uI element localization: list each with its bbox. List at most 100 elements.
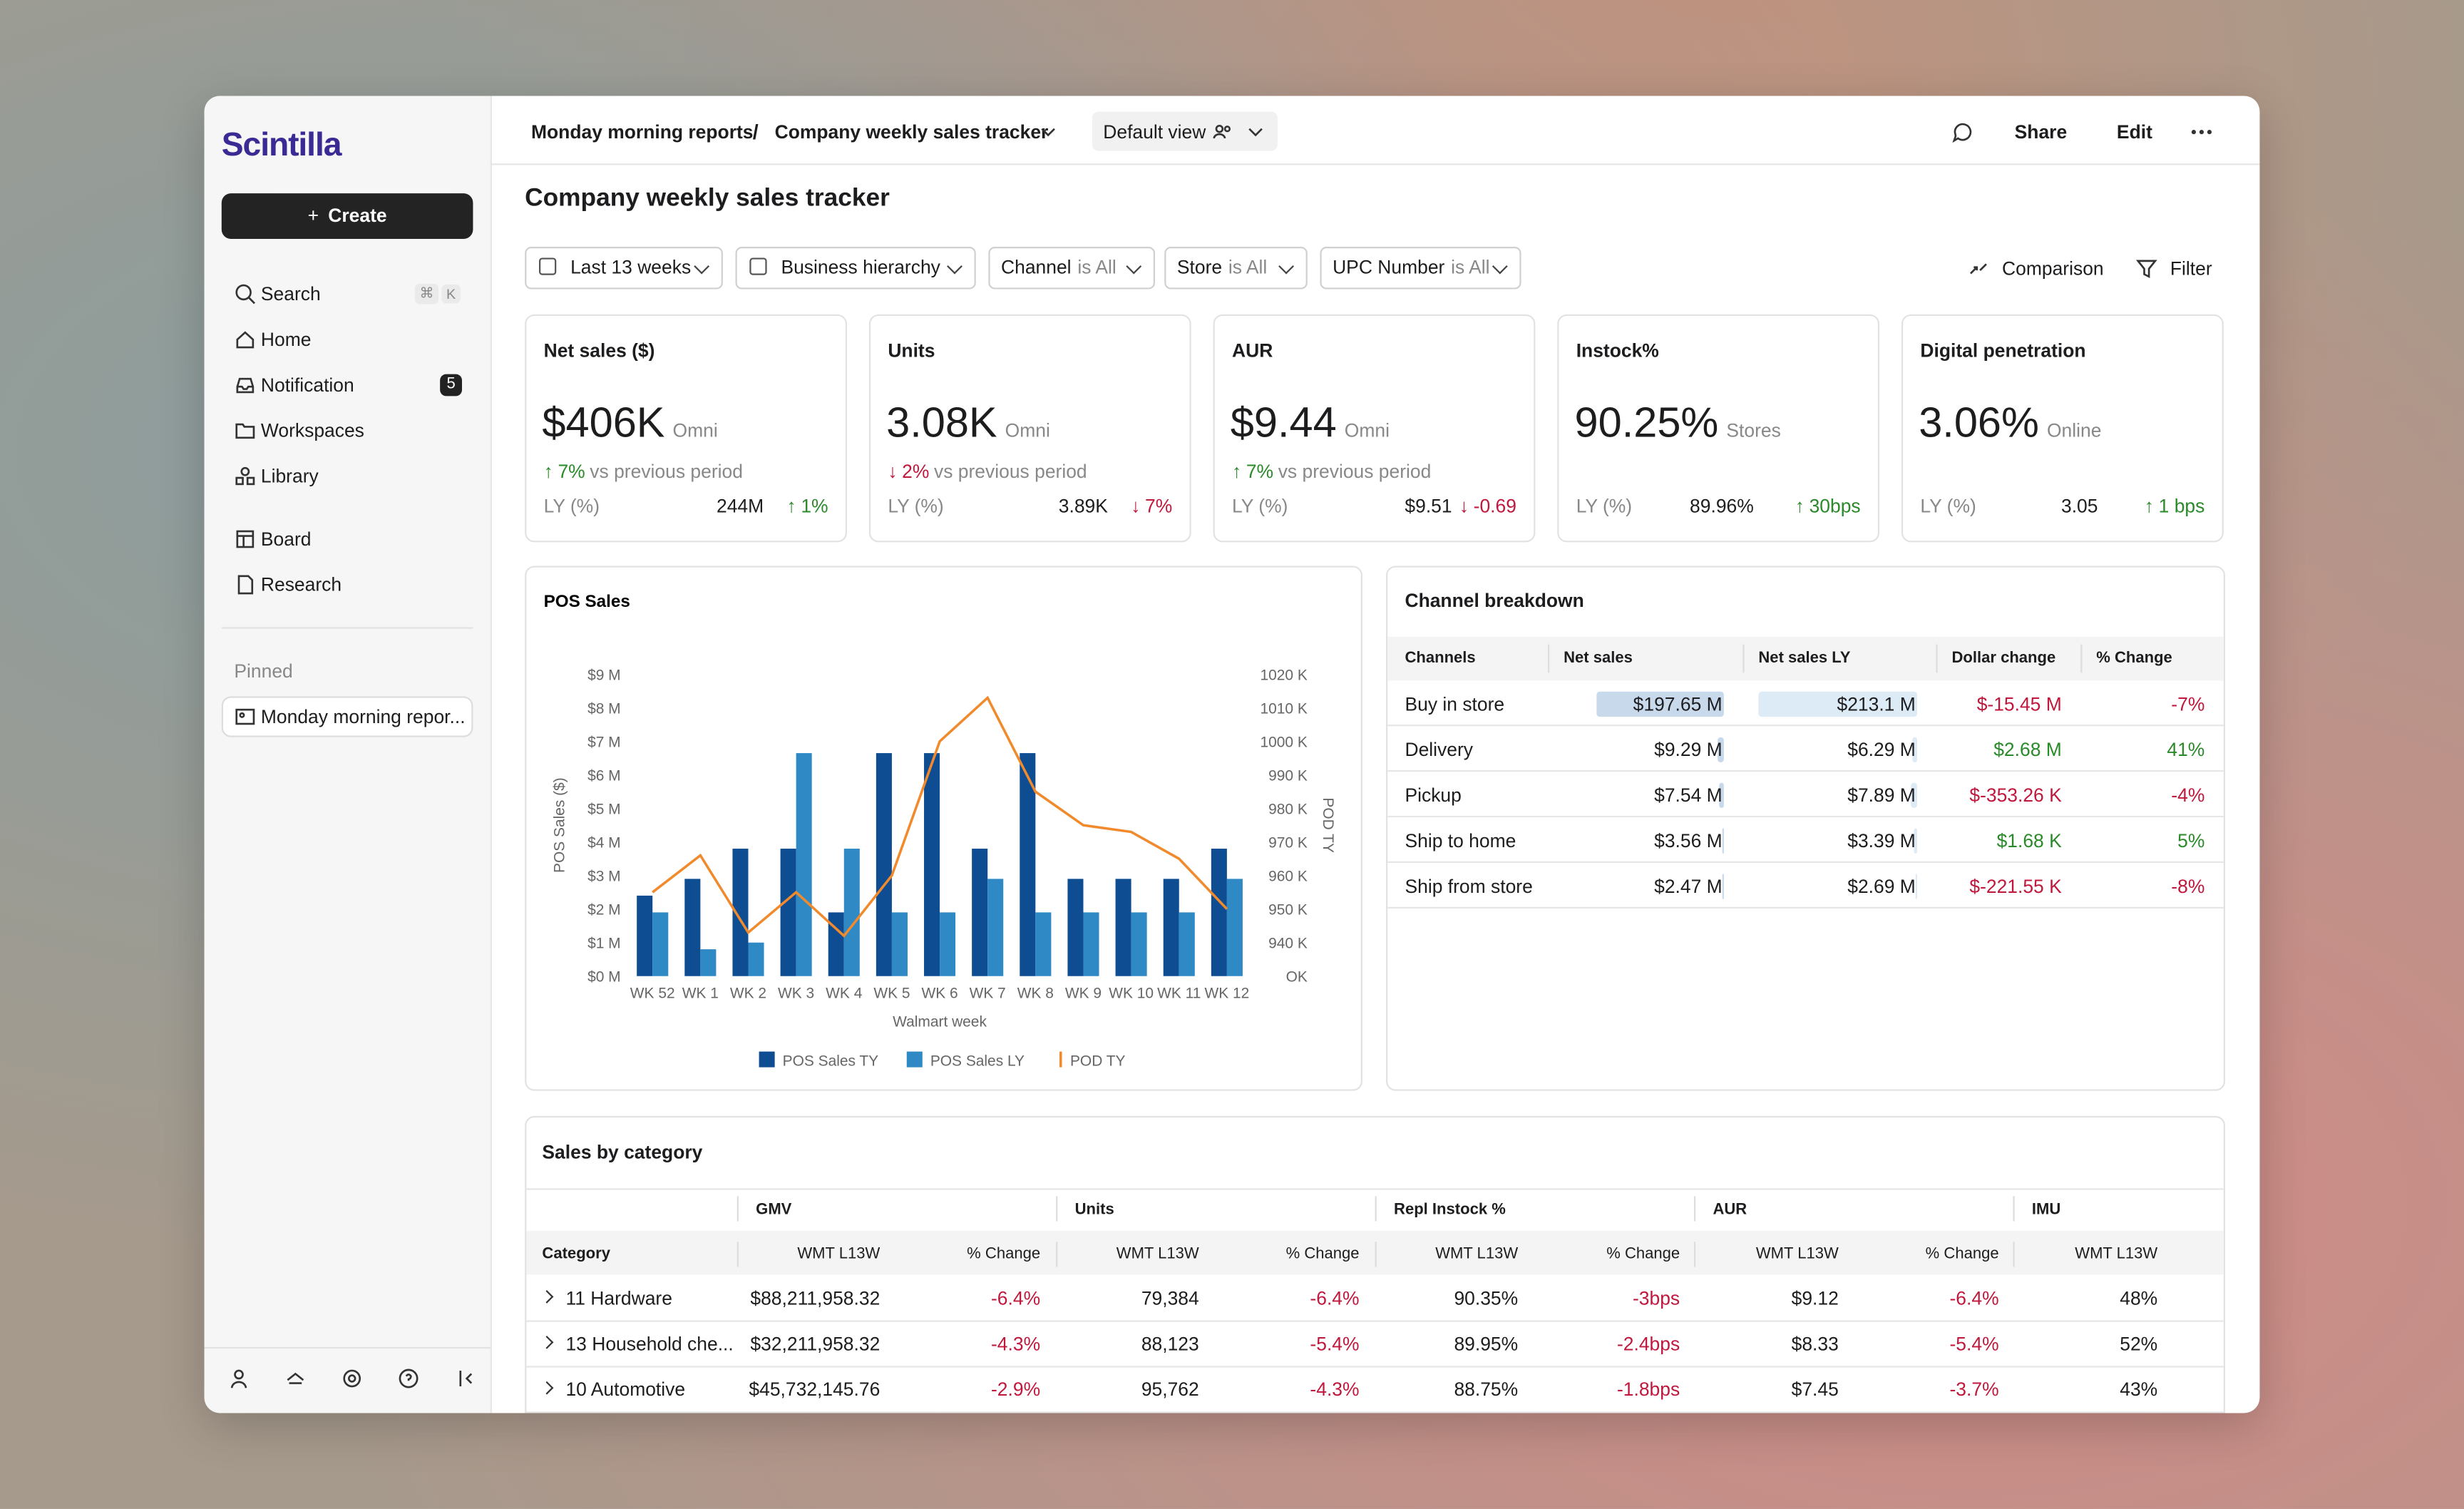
y-tick-label: $5 M [587, 801, 621, 817]
pinned-icon [234, 706, 256, 728]
bar [891, 912, 908, 976]
kpi-title: Digital penetration [1920, 339, 2086, 362]
legend-swatch [759, 1051, 775, 1068]
cell: -1.8bps [1616, 1378, 1680, 1401]
icon-graphic [2191, 130, 2212, 135]
comparison-button[interactable]: Comparison [2002, 257, 2104, 280]
chevron [1245, 121, 1267, 143]
bar [876, 753, 892, 976]
y2-tick-label: OK [1286, 968, 1308, 985]
filter-icon [2135, 257, 2157, 280]
icon-graphic [236, 530, 255, 548]
logo: Scintilla [221, 127, 342, 164]
icon-graphic [235, 423, 255, 439]
group-header: Repl Instock % [1394, 1202, 1506, 1219]
icon-graphic [399, 1369, 419, 1388]
kpi-change: 7% [1246, 460, 1274, 483]
filter-button[interactable]: Filter [2170, 257, 2212, 280]
kpi-ly-change: 1 bps [2158, 495, 2205, 518]
icon-graphic [237, 575, 254, 595]
cell: -6.4% [990, 1287, 1041, 1310]
bar [987, 879, 1004, 976]
breadcrumb-separator: / [752, 120, 759, 144]
filter-pill[interactable]: Store is All [1164, 247, 1308, 290]
filter-pill[interactable]: UPC Number is All [1320, 247, 1521, 290]
x-tick-label: WK 3 [778, 986, 814, 1002]
row-border [1387, 770, 2224, 772]
kpi-card [1557, 314, 1880, 543]
channel-title: Channel breakdown [1405, 589, 1584, 612]
row-border [1387, 815, 2224, 818]
edit-button[interactable]: Edit [2116, 121, 2152, 143]
icon-graphic [236, 331, 255, 349]
x-tick-label: WK 10 [1109, 986, 1154, 1002]
category-name: 11 Hardware [565, 1287, 672, 1310]
bar [1131, 912, 1147, 976]
share-button[interactable]: Share [2014, 121, 2068, 143]
y2-axis-label: POD TY [1320, 797, 1336, 853]
bar [924, 753, 940, 976]
cell: -3.7% [1949, 1378, 1999, 1401]
nav-item: Notification [260, 374, 354, 397]
nav-icon [234, 573, 256, 595]
cell: $88,211,958.32 [750, 1287, 881, 1310]
cell: 43% [2120, 1378, 2158, 1401]
pinned-item-box[interactable] [221, 696, 473, 737]
view-selector[interactable] [1092, 111, 1278, 151]
kpi-unit: Omni [1344, 419, 1390, 442]
filter-pill[interactable]: Channel is All [988, 247, 1156, 290]
cell: $45,732,145.76 [749, 1378, 881, 1401]
column-divider [1742, 644, 1745, 673]
sub-header: WMT L13W [1755, 1245, 1839, 1263]
y-tick-label: $6 M [587, 767, 621, 784]
sub-header: Category [542, 1245, 610, 1263]
kpi-value: 90.25% [1574, 399, 1719, 446]
filter-pill[interactable]: Business hierarchy [735, 247, 976, 290]
kpi-value: $9.44 [1230, 399, 1337, 446]
create-plus: + [307, 204, 319, 227]
kpi-value-row: 3.08K Omni [886, 399, 1050, 448]
footer-icon [228, 1368, 250, 1390]
column-divider [2080, 644, 2083, 673]
nav-item: Workspaces [260, 419, 364, 442]
x-tick-label: WK 4 [826, 986, 863, 1002]
bar [1115, 879, 1131, 976]
filter-field: Store [1176, 256, 1223, 279]
cell: $8.33 [1791, 1333, 1839, 1355]
kpi-change: 7% [558, 460, 585, 483]
page-title: Company weekly sales tracker [525, 185, 890, 213]
cell: 79,384 [1141, 1287, 1199, 1310]
column-header: Net sales [1564, 650, 1633, 667]
group-divider [1375, 1196, 1377, 1222]
kpi-ly-change: 30bps [1809, 495, 1861, 518]
cell: 95,762 [1141, 1378, 1199, 1401]
filter-icon [539, 257, 557, 275]
x-tick-label: WK 2 [730, 986, 766, 1002]
category-name: 10 Automotive [565, 1378, 686, 1401]
cell: 88,123 [1141, 1333, 1199, 1355]
filter-chevron [694, 258, 710, 275]
kpi-ly-change-row: ↑ 30bps [1795, 495, 1861, 517]
kpi-change-text: vs previous period [1278, 460, 1432, 483]
kpi-value-row: $9.44 Omni [1231, 399, 1390, 448]
icon-graphic [1970, 263, 1987, 275]
y-axis-label: POS Sales ($) [551, 777, 568, 873]
x-tick-label: WK 9 [1065, 986, 1102, 1002]
group-header: Units [1074, 1202, 1114, 1219]
filter-chevron [1492, 258, 1508, 275]
cell: -6.4% [1949, 1287, 1999, 1310]
kpi-title: Instock% [1576, 339, 1659, 362]
filter-pill[interactable]: Last 13 weeks [525, 247, 723, 290]
x-tick-label: WK 52 [630, 986, 675, 1002]
x-tick-label: WK 12 [1204, 986, 1249, 1002]
sub-header-bg [526, 1230, 2224, 1275]
cell: -4.3% [1310, 1378, 1360, 1401]
kpi-ly-value: 3.05 [2060, 495, 2098, 518]
bar [637, 895, 653, 976]
nav-search: Search [260, 282, 321, 305]
bar [1163, 879, 1179, 976]
create-button[interactable]: + Create [221, 193, 473, 240]
group-divider [2013, 1196, 2015, 1222]
pct-change: -7% [2171, 692, 2205, 715]
y2-tick-label: 950 K [1268, 901, 1308, 918]
